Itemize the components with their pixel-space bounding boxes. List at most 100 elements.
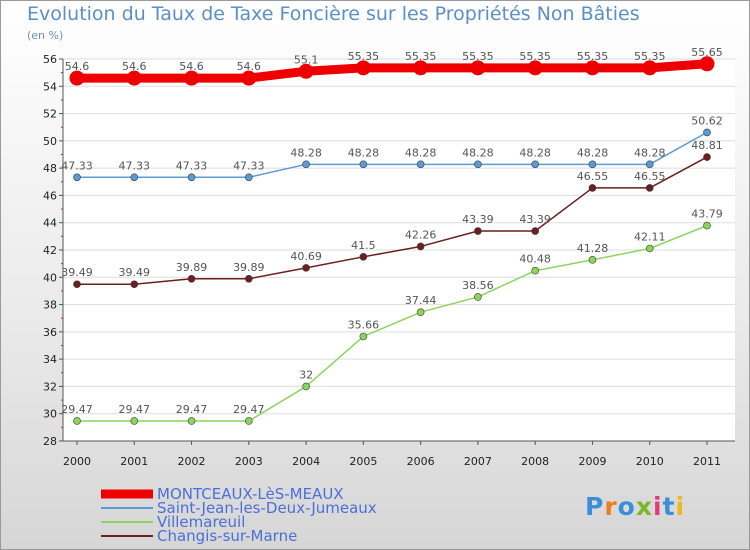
x-tick-label: 2008	[521, 455, 549, 468]
data-label: 55.35	[577, 50, 609, 63]
data-label: 54.6	[237, 60, 262, 73]
logo-letter: i	[675, 492, 686, 521]
data-point	[645, 160, 654, 169]
data-label: 46.55	[577, 170, 609, 183]
y-tick-label: 42	[43, 244, 57, 257]
series-3: 39.49 39.49 39.89 39.89 40.69 41.5 42.26 43.39 4…	[61, 139, 723, 289]
data-point	[588, 160, 597, 169]
x-tick-label: 2002	[178, 455, 206, 468]
data-label: 29.47	[119, 403, 151, 416]
data-point	[73, 173, 81, 182]
data-point	[703, 153, 711, 161]
data-point	[359, 332, 368, 341]
data-label: 54.6	[65, 60, 90, 73]
y-tick-label: 52	[43, 108, 57, 121]
data-point	[645, 244, 654, 253]
x-tick-label: 2003	[235, 455, 263, 468]
legend-label: MONTCEAUX-LèS-MEAUX	[157, 485, 344, 503]
data-label: 39.49	[61, 266, 93, 279]
data-label: 48.28	[519, 146, 551, 159]
y-tick-label: 46	[43, 189, 57, 202]
data-point	[531, 227, 539, 235]
data-label: 48.28	[348, 146, 380, 159]
data-point	[703, 128, 711, 137]
data-label: 55.35	[405, 50, 437, 63]
data-label: 47.33	[176, 159, 208, 172]
data-label: 54.6	[179, 60, 204, 73]
data-point	[474, 227, 482, 235]
logo-letter: P	[585, 492, 605, 521]
data-label: 32	[299, 368, 313, 381]
data-label: 55.35	[348, 50, 380, 63]
data-point	[474, 160, 482, 169]
data-label: 55.35	[462, 50, 494, 63]
data-label: 48.28	[405, 146, 437, 159]
data-label: 48.81	[691, 139, 723, 152]
data-point	[416, 308, 425, 317]
data-label: 48.28	[462, 146, 494, 159]
data-point	[355, 60, 371, 76]
logo-letter: o	[617, 492, 636, 521]
x-tick-label: 2000	[63, 455, 91, 468]
data-point	[416, 160, 425, 169]
x-tick-label: 2009	[578, 455, 606, 468]
data-label: 40.69	[290, 250, 322, 263]
x-tick-label: 2010	[636, 455, 664, 468]
data-point	[241, 70, 257, 86]
y-axis-unit-label: (en %)	[27, 29, 64, 42]
series-line	[76, 156, 708, 285]
data-point	[531, 160, 539, 169]
y-tick-label: 32	[43, 380, 57, 393]
data-label: 39.89	[233, 261, 265, 274]
logo-letter: i	[653, 492, 663, 521]
data-point	[302, 264, 310, 272]
x-tick-label: 2007	[464, 455, 492, 468]
data-point	[588, 256, 597, 264]
data-label: 29.47	[61, 403, 93, 416]
data-label: 38.56	[462, 279, 494, 292]
data-point	[126, 70, 142, 86]
data-label: 55.1	[294, 53, 319, 66]
data-label: 47.33	[233, 159, 265, 172]
legend-label: Villemareuil	[157, 513, 245, 531]
data-point	[359, 160, 368, 169]
y-tick-label: 50	[43, 135, 57, 148]
data-label: 47.33	[119, 159, 151, 172]
data-label: 54.6	[122, 60, 147, 73]
data-point	[470, 60, 486, 76]
legend-label: Saint-Jean-les-Deux-Jumeaux	[157, 499, 377, 517]
data-label: 47.33	[61, 159, 93, 172]
data-point	[187, 274, 196, 283]
y-axis-ticks: 28 30 32 34 36 38 40 42 44 46 48 50 52 54 56	[43, 53, 63, 448]
data-label: 43.79	[691, 208, 723, 221]
data-point	[73, 417, 81, 425]
chart-title: Evolution du Taux de Taxe Foncière sur l…	[27, 3, 640, 25]
logo-letter: r	[604, 492, 618, 521]
data-label: 46.55	[634, 170, 666, 183]
x-tick-label: 2006	[407, 455, 435, 468]
series-0: 54.6 54.6 54.6 54.6 55.1 55.35 55.35 55.35 55.35…	[65, 46, 723, 86]
data-point	[245, 173, 253, 182]
series-line	[76, 224, 708, 422]
data-point	[416, 242, 425, 251]
series-line	[76, 131, 708, 179]
data-label: 35.66	[348, 318, 380, 331]
data-label: 41.28	[577, 242, 609, 255]
data-point	[130, 173, 139, 182]
legend-label: Changis-sur-Marne	[157, 527, 297, 545]
data-label: 55.35	[519, 50, 551, 63]
data-point	[130, 417, 139, 425]
y-tick-label: 34	[43, 353, 57, 366]
data-label: 42.26	[405, 228, 437, 241]
logo-letter: x	[635, 492, 653, 521]
series-1: 47.33 47.33 47.33 47.33 48.28 48.28 48.28 48.28…	[61, 114, 723, 182]
data-point	[699, 56, 715, 72]
data-point	[584, 60, 600, 76]
x-tick-label: 2001	[120, 455, 148, 468]
data-point	[703, 221, 711, 230]
y-tick-label: 40	[43, 271, 57, 284]
data-label: 48.28	[634, 146, 666, 159]
data-label: 41.5	[351, 239, 376, 252]
proxiti-logo: Proxiti	[585, 492, 685, 521]
